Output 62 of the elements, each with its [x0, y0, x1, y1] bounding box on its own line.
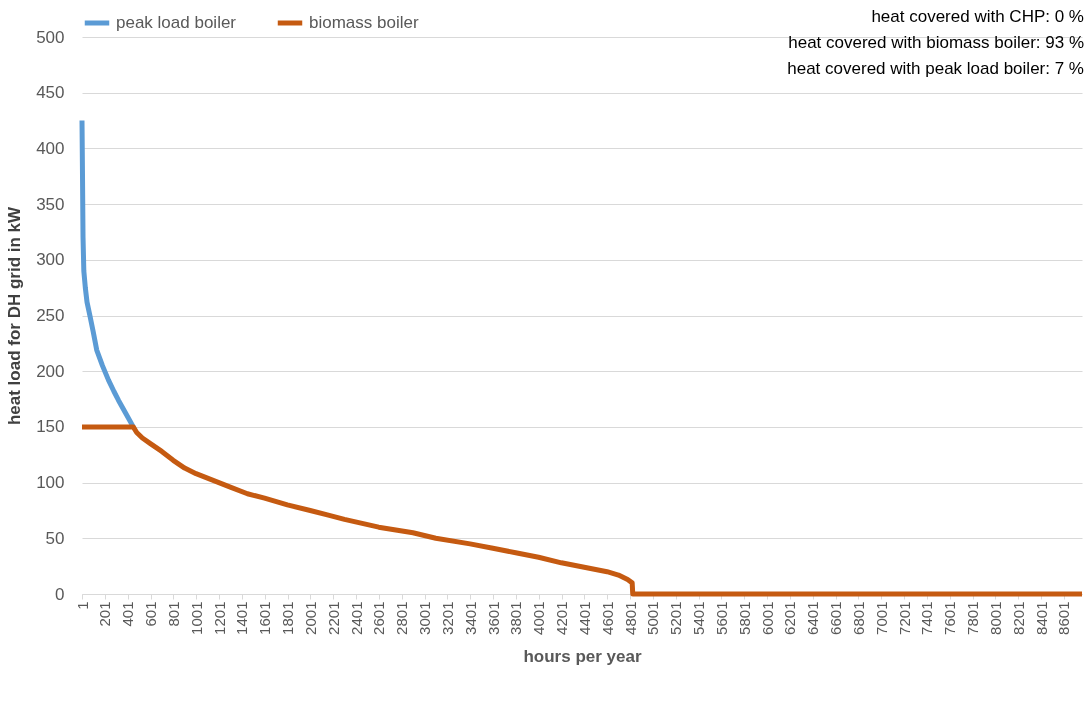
y-tick-label: 0 [55, 584, 65, 604]
x-tick-label: 6801 [849, 601, 867, 635]
x-tick-label: 4601 [598, 601, 616, 635]
x-tick-label: 2401 [347, 601, 365, 635]
x-tick-label: 7801 [964, 601, 982, 635]
x-tick-label: 1601 [256, 601, 274, 635]
annotation: heat covered with peak load boiler: 7 % [787, 58, 1084, 80]
text: heat covered with CHP: 0 % [870, 6, 1084, 28]
x-tick-label: 6601 [827, 601, 845, 635]
x-tick-label: 3801 [507, 601, 525, 635]
x-axis-title: hours per year [523, 646, 642, 666]
annotation: heat covered with biomass boiler: 93 % [787, 32, 1084, 54]
x-tick-label: 4001 [530, 601, 548, 635]
x-tick-label: 3201 [438, 601, 456, 635]
x-tick-label: 201 [96, 601, 114, 627]
x-tick-label: 8401 [1032, 601, 1050, 635]
x-tick-label: 2601 [370, 601, 388, 635]
y-tick-label: 100 [36, 473, 65, 493]
x-tick-label: 6401 [804, 601, 822, 635]
legend-label: biomass boiler [309, 13, 419, 32]
x-tick-label: 401 [119, 601, 137, 627]
x-tick-label: 1001 [187, 601, 205, 635]
legend-label: peak load boiler [116, 13, 237, 32]
x-tick-label: 801 [164, 601, 182, 627]
x-tick-label: 4401 [575, 601, 593, 635]
x-tick-label: 4801 [621, 601, 639, 635]
x-tick-label: 2201 [324, 601, 342, 635]
y-tick-label: 350 [36, 194, 65, 214]
y-tick-label: 200 [36, 361, 65, 381]
x-tick-label: 5001 [644, 601, 662, 635]
x-tick-label: 1 [73, 601, 91, 610]
x-tick-label: 6001 [758, 601, 776, 635]
x-tick-label: 1401 [233, 601, 251, 635]
x-tick-label: 5401 [690, 601, 708, 635]
y-tick-label: 400 [36, 138, 65, 158]
x-tick-label: 3601 [484, 601, 502, 635]
y-tick-label: 450 [36, 83, 65, 103]
y-tick-label: 50 [45, 528, 65, 548]
x-tick-label: 8201 [1009, 601, 1027, 635]
y-tick-label: 150 [36, 417, 65, 437]
x-tick-label: 5201 [667, 601, 685, 635]
x-tick-label: 5601 [712, 601, 730, 635]
x-tick-label: 3001 [416, 601, 433, 635]
x-tick-label: 1801 [279, 601, 296, 635]
y-tick-label: 300 [36, 250, 65, 270]
x-tick-label: 7001 [872, 601, 890, 635]
x-tick-label: 1201 [210, 601, 228, 635]
x-tick-label: 7401 [918, 601, 936, 635]
x-tick-label: 6201 [781, 601, 799, 635]
x-tick-label: 2001 [301, 601, 319, 635]
x-tick-label: 5801 [735, 601, 753, 635]
x-tick-label: 601 [142, 601, 159, 627]
x-tick-label: 4201 [553, 601, 571, 635]
x-tick-label: 8001 [986, 601, 1004, 635]
y-tick-label: 500 [36, 27, 65, 47]
y-axis-title: heat load for DH grid in kW [5, 205, 25, 426]
y-tick-label: 250 [36, 306, 65, 325]
x-tick-label: 8601 [1055, 601, 1073, 635]
x-tick-label: 7201 [895, 601, 913, 635]
x-tick-label: 3401 [461, 601, 479, 635]
x-tick-label: 2801 [393, 601, 411, 635]
x-tick-label: 7601 [941, 601, 959, 635]
